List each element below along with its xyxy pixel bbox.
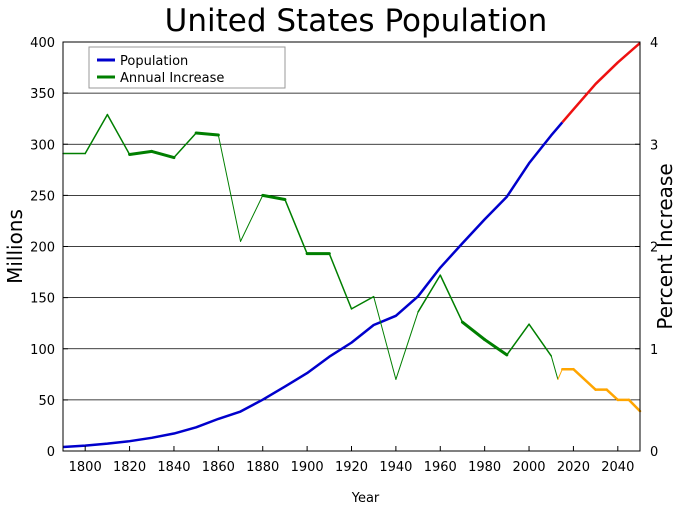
legend-label-population: Population (120, 54, 188, 69)
series-group (62, 42, 642, 449)
annual-increase-segment (460, 320, 487, 342)
annual-increase-segment (84, 113, 109, 155)
y-right-tick-label: 2 (650, 241, 658, 256)
annual-increase-segment (395, 311, 419, 380)
x-tick-label: 1880 (246, 460, 279, 475)
y-left-tick-label: 0 (47, 445, 55, 460)
annual-increase-segment (528, 323, 552, 357)
x-tick-label: 1920 (335, 460, 368, 475)
x-tick-label: 2000 (512, 460, 545, 475)
y-left-tick-label: 100 (30, 343, 55, 358)
annual-increase-segment (261, 193, 287, 201)
legend: Population Annual Increase (88, 46, 286, 89)
x-tick-label: 1800 (69, 460, 102, 475)
x-tick-label: 1960 (424, 460, 457, 475)
x-tick-label: 2040 (601, 460, 634, 475)
population-line (62, 121, 564, 449)
y-right-tick-label: 0 (650, 445, 658, 460)
legend-label-annual-increase: Annual Increase (120, 71, 224, 86)
annual-increase-segment (328, 252, 353, 310)
y-left-tick-label: 50 (38, 394, 55, 409)
gridlines (63, 92, 640, 401)
annual-increase-segment (128, 149, 154, 156)
y-left-tick-label: 250 (30, 189, 55, 204)
y-axis-right-label: Percent Increase (653, 163, 677, 329)
x-tick-label: 1860 (202, 460, 235, 475)
x-axis-label: Year (351, 491, 380, 506)
x-tick-label: 2020 (557, 460, 590, 475)
annual-increase-segment (284, 198, 308, 255)
y-right-tick-label: 3 (650, 138, 658, 153)
annual-increase-projected-segment (557, 368, 563, 380)
legend-box (88, 46, 286, 89)
annual-increase-segment (506, 323, 530, 356)
annual-increase-segment (194, 131, 220, 137)
annual-increase-segment (106, 113, 131, 156)
annual-increase-projected-segment (572, 367, 597, 391)
annual-increase-segment (439, 274, 464, 323)
y-axis-left-label: Millions (3, 209, 27, 284)
x-tick-label: 1940 (379, 460, 412, 475)
annual-increase-segment (217, 134, 242, 242)
annual-increase-segment (483, 338, 509, 357)
annual-increase-segment (173, 132, 197, 159)
y-left-tick-label: 350 (30, 87, 55, 102)
annual-increase-segment (417, 274, 442, 313)
annual-increase-segment (550, 355, 559, 380)
population-projected-line (561, 42, 641, 124)
annual-increase-projected-segment (627, 398, 642, 413)
annual-increase-segment (350, 295, 375, 310)
x-tick-label: 1900 (291, 460, 324, 475)
y-left-tick-label: 150 (30, 292, 55, 307)
annual-increase-segment (373, 296, 397, 380)
axis-ticks: 1800 1820 1840 1860 1880 1900 1920 1940 1960 1980… (30, 36, 658, 475)
annual-increase-segment (150, 149, 176, 160)
x-tick-label: 1820 (113, 460, 146, 475)
y-right-tick-label: 4 (650, 36, 658, 51)
y-right-tick-label: 1 (650, 343, 658, 358)
x-tick-label: 1840 (157, 460, 190, 475)
y-left-tick-label: 400 (30, 36, 55, 51)
annual-increase-segment (240, 194, 264, 242)
chart-title: United States Population (165, 3, 548, 39)
annual-increase-projected-segment (605, 388, 620, 402)
y-left-tick-label: 200 (30, 241, 55, 256)
x-tick-label: 1980 (468, 460, 501, 475)
y-left-tick-label: 300 (30, 138, 55, 153)
